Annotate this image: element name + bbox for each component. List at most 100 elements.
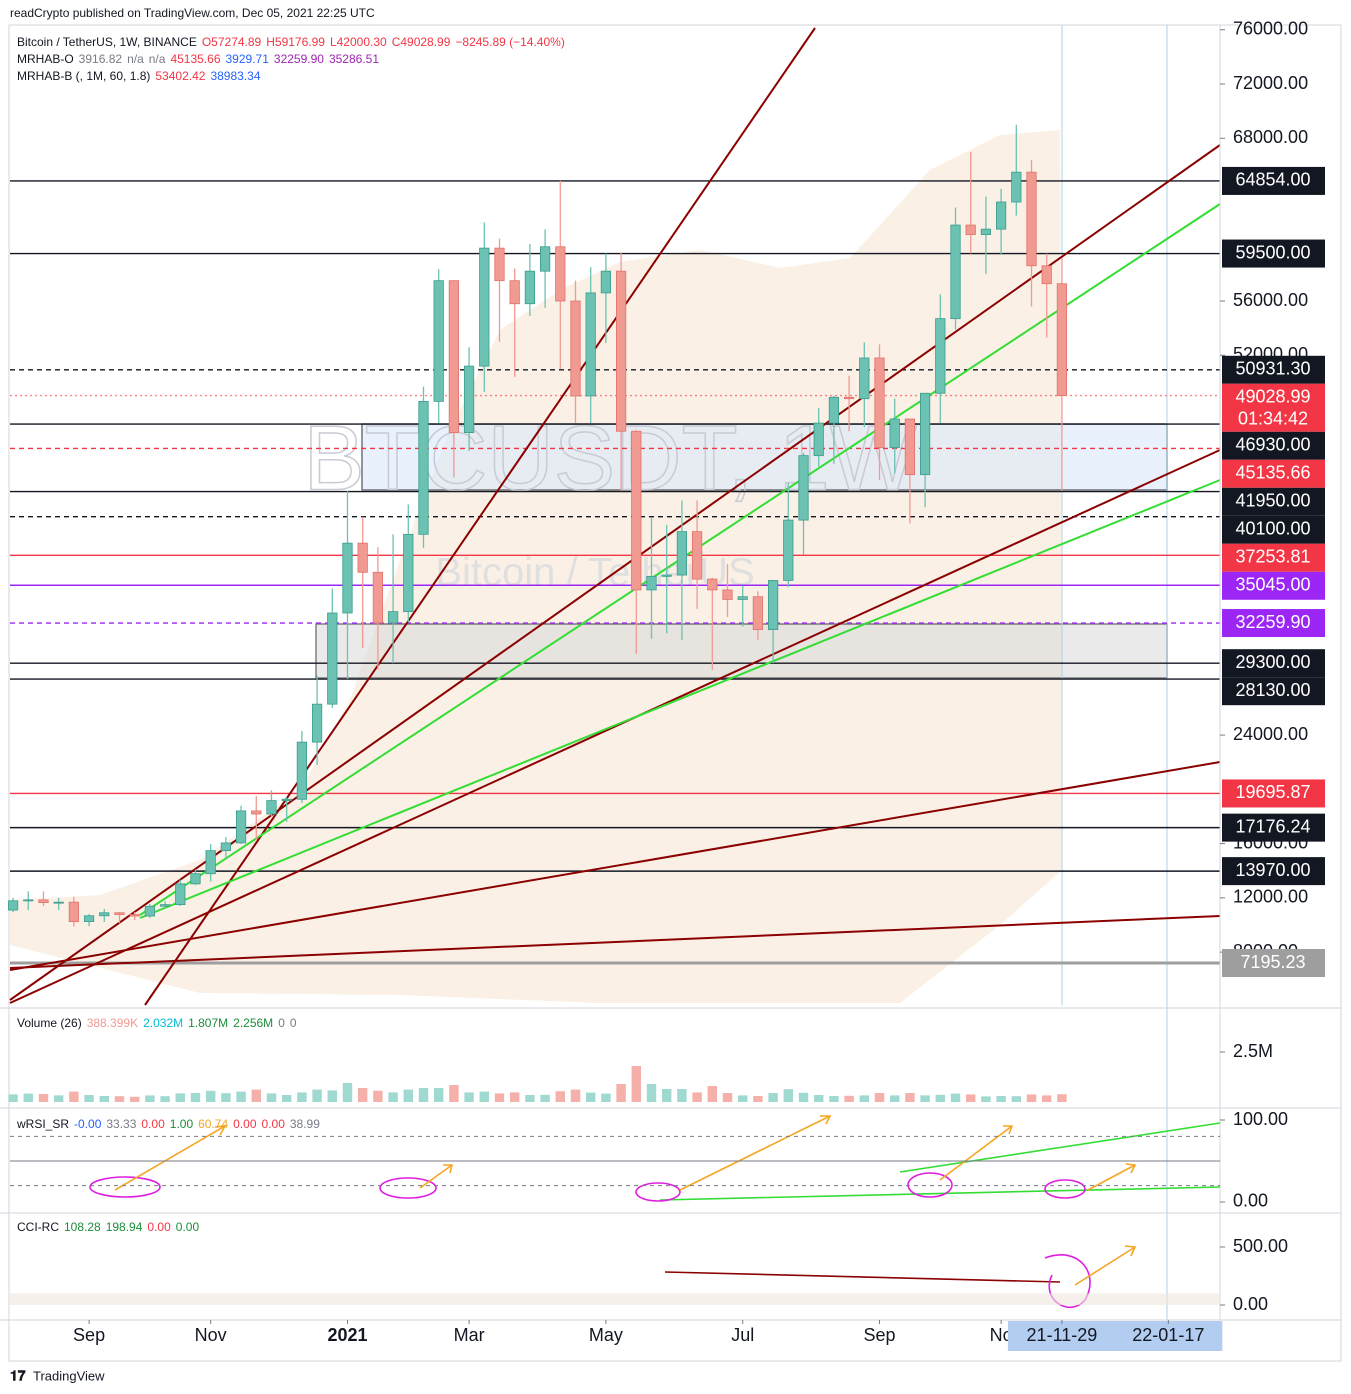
y-tick-label: 12000.00 [1233,887,1308,907]
candle-body [752,596,764,630]
footer: TradingView [33,1368,105,1383]
indicator-value: 32259.90 [273,52,324,66]
candle-body [190,873,201,885]
candle-body [342,542,353,614]
circle-annotation [89,1176,161,1198]
y-tick-label: 100.00 [1233,1109,1288,1129]
rsi-legend: wRSI_SR -0.00 33.33 0.00 1.00 60.74 0.00 0.00 38… [17,1117,325,1131]
level-label-box [1222,543,1325,572]
volume-bar [129,1096,140,1102]
trendline [9,449,1221,1004]
candle-body [707,578,718,591]
legend-value: 2.256M [233,1016,274,1030]
volume-bar [692,1092,702,1102]
candle-body [372,571,383,624]
volume-bar [981,1096,991,1102]
legend-value: 0.00 [261,1117,285,1131]
legend-value: 0.00 [147,1220,171,1234]
volume-bar [53,1095,64,1102]
volume-bar [312,1089,322,1102]
volume-bar [221,1093,231,1102]
x-tick-label: Mar [454,1325,485,1345]
legend-value: 0.00 [141,1117,165,1131]
volume-bar [813,1095,824,1102]
countdown: 01:34:42 [1238,409,1308,429]
volume-bar [281,1095,292,1102]
volume-bar [631,1066,642,1102]
x-tick-highlight [1007,1321,1116,1351]
symbol: Bitcoin / TetherUS, 1W, BINANCE [17,35,197,49]
volume-bar [783,1089,794,1102]
level-label: 64854.00 [1235,170,1310,190]
indicator-name: MRHAB-O [17,52,74,66]
level-label-box [1222,949,1325,978]
watermark: Bitcoin / TetherUS [435,551,754,595]
level-label-box [1222,779,1325,808]
candle-body [311,703,323,743]
candle-body [129,914,140,917]
level-label: 41950.00 [1235,491,1310,511]
publisher: readCrypto published on TradingView.com,… [10,6,375,20]
level-label-box [1222,857,1325,886]
volume-bar [433,1088,444,1102]
volume-bar [160,1096,170,1102]
volume-bar [889,1095,900,1102]
candle-body [251,810,262,815]
volume-bar [38,1094,49,1102]
level-label: 45135.66 [1235,463,1310,483]
candle-body [7,900,19,911]
level-label: 19695.87 [1235,782,1310,802]
y-tick-label: 76000.00 [1233,18,1308,38]
level-label-box [1222,649,1325,678]
candle-body [1026,171,1037,267]
volume-bar [99,1096,109,1102]
legend-value: 60.74 [198,1117,229,1131]
legend-value: 1.807M [188,1016,229,1030]
volume-bar [388,1092,398,1102]
legend-value: 0 [289,1016,297,1030]
legend-row: Bitcoin / TetherUS, 1W, BINANCE O57274.89… [17,35,570,49]
candle-body [53,901,64,904]
level-label: 28130.00 [1235,680,1310,700]
y-tick-label: 56000.00 [1233,290,1308,310]
candle-body [83,915,95,922]
volume-bar [829,1096,839,1102]
level-label-box [1222,431,1325,460]
volume-bar [84,1095,94,1102]
trendline [139,479,1221,919]
volume-bar [844,1095,854,1102]
volume-bar [403,1089,414,1102]
volume-bar [418,1088,429,1102]
volume-bar [251,1089,261,1102]
candle-body [38,899,49,903]
volume-bar [905,1093,915,1102]
level-label: 17176.24 [1235,816,1310,836]
volume-bar [677,1089,687,1102]
circle-annotation [635,1182,681,1202]
candle-body [175,883,186,906]
volume-legend: Volume (26) 388.399K 2.032M 1.807M 2.256M 0 0 [17,1016,302,1030]
candle-body [995,201,1007,230]
level-label: 37253.81 [1235,547,1310,567]
volume-bar [464,1092,474,1102]
legend-value: 2.032M [143,1016,184,1030]
volume-bar [205,1090,216,1102]
x-tick-label: Sep [863,1325,895,1345]
candle-body [874,357,885,448]
legend-name: wRSI_SR [17,1117,70,1131]
legend-value: 1.00 [169,1117,194,1131]
level-label-box [1222,571,1325,600]
volume-bar [616,1084,626,1102]
ohlc: H59176.99 [266,35,325,49]
volume-bar [661,1089,672,1102]
candle-body [494,247,505,282]
candle-body [935,318,946,394]
indicator-name: MRHAB-B (, 1M, 60, 1.8) [17,69,151,83]
volume-bar [23,1093,33,1102]
arrow [939,1125,1014,1181]
legend-value: 108.28 [64,1220,101,1234]
candle-body [965,224,976,235]
tv-logo: 𝟏𝟕 [10,1368,26,1384]
trendline [9,915,1221,969]
candle-body [509,280,520,305]
